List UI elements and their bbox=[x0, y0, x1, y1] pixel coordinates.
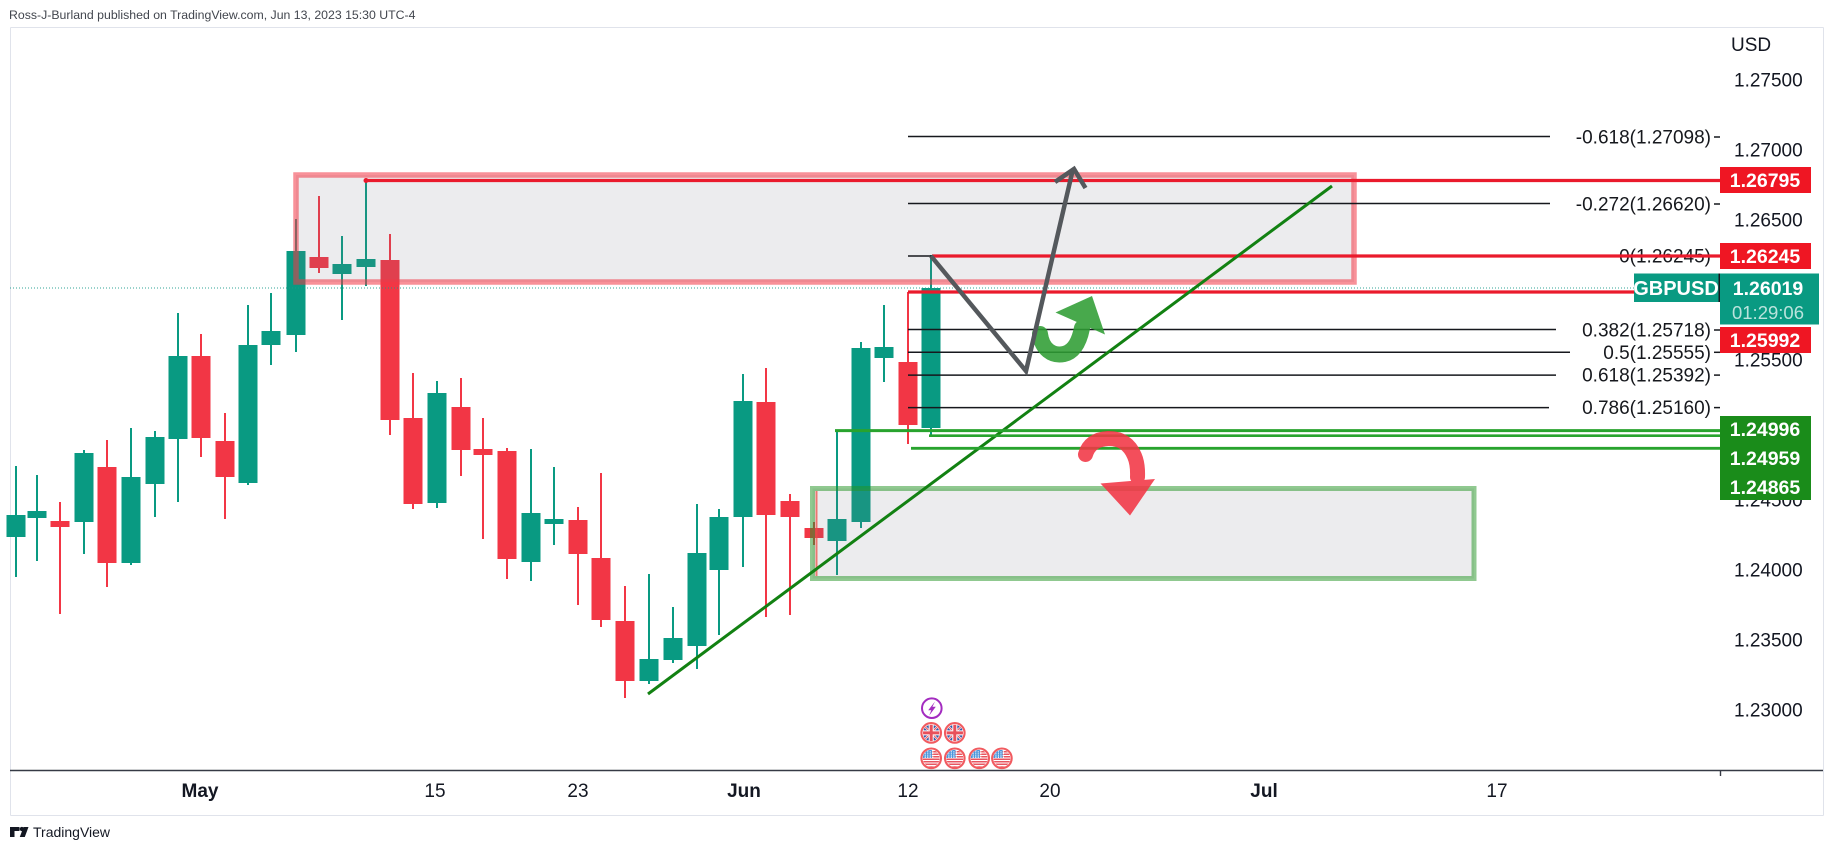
svg-text:1.25992: 1.25992 bbox=[1730, 330, 1801, 352]
svg-text:-0.618(1.27098): -0.618(1.27098) bbox=[1576, 128, 1711, 149]
svg-text:USD: USD bbox=[1731, 35, 1771, 56]
svg-text:Jun: Jun bbox=[727, 781, 761, 802]
svg-text:Jul: Jul bbox=[1250, 781, 1277, 802]
svg-text:1.26500: 1.26500 bbox=[1734, 211, 1803, 232]
svg-text:0.786(1.25160): 0.786(1.25160) bbox=[1582, 398, 1711, 419]
svg-text:May: May bbox=[182, 781, 219, 802]
svg-text:17: 17 bbox=[1486, 781, 1507, 802]
svg-text:1.26019: 1.26019 bbox=[1733, 278, 1804, 300]
svg-text:1.24996: 1.24996 bbox=[1730, 419, 1801, 441]
svg-text:12: 12 bbox=[897, 781, 918, 802]
svg-text:15: 15 bbox=[424, 781, 445, 802]
svg-text:0.618(1.25392): 0.618(1.25392) bbox=[1582, 366, 1711, 387]
svg-text:0.382(1.25718): 0.382(1.25718) bbox=[1582, 321, 1711, 342]
svg-text:1.24865: 1.24865 bbox=[1730, 477, 1801, 499]
svg-text:1.27000: 1.27000 bbox=[1734, 141, 1803, 162]
svg-text:GBPUSD: GBPUSD bbox=[1633, 278, 1719, 300]
svg-text:20: 20 bbox=[1039, 781, 1060, 802]
svg-text:1.25500: 1.25500 bbox=[1734, 351, 1803, 372]
svg-text:-0.272(1.26620): -0.272(1.26620) bbox=[1576, 195, 1711, 216]
svg-text:01:29:06: 01:29:06 bbox=[1732, 302, 1804, 323]
svg-text:1.23000: 1.23000 bbox=[1734, 701, 1803, 722]
svg-text:1.26795: 1.26795 bbox=[1730, 170, 1801, 192]
svg-text:1.24000: 1.24000 bbox=[1734, 561, 1803, 582]
svg-text:1.24959: 1.24959 bbox=[1730, 448, 1801, 470]
svg-text:TradingView: TradingView bbox=[33, 824, 111, 840]
svg-text:Ross-J-Burland published on Tr: Ross-J-Burland published on TradingView.… bbox=[9, 8, 416, 22]
svg-text:1.23500: 1.23500 bbox=[1734, 631, 1803, 652]
svg-text:23: 23 bbox=[567, 781, 588, 802]
svg-text:1.26245: 1.26245 bbox=[1730, 246, 1801, 268]
svg-text:0.5(1.25555): 0.5(1.25555) bbox=[1603, 343, 1711, 364]
svg-text:1.27500: 1.27500 bbox=[1734, 71, 1803, 92]
